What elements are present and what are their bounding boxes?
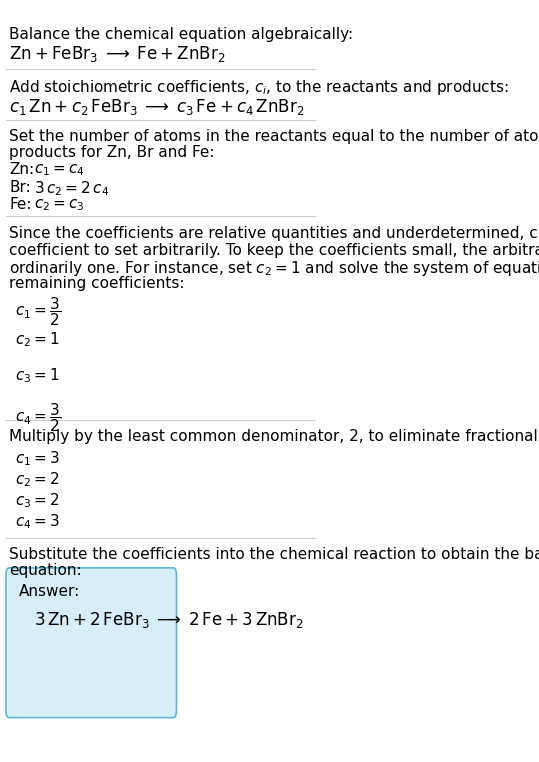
- Text: Fe:: Fe:: [9, 197, 32, 212]
- Text: $c_4 = 3$: $c_4 = 3$: [16, 513, 60, 531]
- Text: $c_2 = c_3$: $c_2 = c_3$: [34, 197, 85, 213]
- Text: $c_1\,\mathrm{Zn} + c_2\,\mathrm{FeBr_3} \;\longrightarrow\; c_3\,\mathrm{Fe} + : $c_1\,\mathrm{Zn} + c_2\,\mathrm{FeBr_3}…: [9, 97, 305, 117]
- Text: $c_3 = 2$: $c_3 = 2$: [16, 491, 60, 510]
- FancyBboxPatch shape: [6, 568, 176, 718]
- Text: $c_3 = 1$: $c_3 = 1$: [16, 366, 60, 385]
- Text: Br:: Br:: [9, 180, 31, 195]
- Text: equation:: equation:: [9, 563, 82, 578]
- Text: Since the coefficients are relative quantities and underdetermined, choose a: Since the coefficients are relative quan…: [9, 226, 539, 241]
- Text: Multiply by the least common denominator, 2, to eliminate fractional coefficient: Multiply by the least common denominator…: [9, 430, 539, 444]
- Text: Add stoichiometric coefficients, $c_i$, to the reactants and products:: Add stoichiometric coefficients, $c_i$, …: [9, 78, 509, 98]
- Text: $3\,\mathrm{Zn} + 2\,\mathrm{FeBr_3} \;\longrightarrow\; 2\,\mathrm{Fe} + 3\,\ma: $3\,\mathrm{Zn} + 2\,\mathrm{FeBr_3} \;\…: [34, 610, 304, 630]
- Text: Substitute the coefficients into the chemical reaction to obtain the balanced: Substitute the coefficients into the che…: [9, 546, 539, 562]
- Text: remaining coefficients:: remaining coefficients:: [9, 276, 184, 291]
- Text: Answer:: Answer:: [18, 584, 80, 599]
- Text: $c_1 = c_4$: $c_1 = c_4$: [34, 162, 85, 178]
- Text: $c_4 = \dfrac{3}{2}$: $c_4 = \dfrac{3}{2}$: [16, 402, 61, 434]
- Text: $c_2 = 2$: $c_2 = 2$: [16, 470, 60, 489]
- Text: $c_1 = \dfrac{3}{2}$: $c_1 = \dfrac{3}{2}$: [16, 295, 61, 328]
- Text: $c_1 = 3$: $c_1 = 3$: [16, 449, 60, 468]
- Text: ordinarily one. For instance, set $c_2 = 1$ and solve the system of equations fo: ordinarily one. For instance, set $c_2 =…: [9, 259, 539, 278]
- Text: $3\,c_2 = 2\,c_4$: $3\,c_2 = 2\,c_4$: [34, 180, 109, 198]
- Text: Balance the chemical equation algebraically:: Balance the chemical equation algebraica…: [9, 27, 353, 42]
- Text: $c_2 = 1$: $c_2 = 1$: [16, 330, 60, 349]
- Text: Set the number of atoms in the reactants equal to the number of atoms in the: Set the number of atoms in the reactants…: [9, 129, 539, 144]
- Text: $\mathrm{Zn} + \mathrm{FeBr_3} \;\longrightarrow\; \mathrm{Fe} + \mathrm{ZnBr_2}: $\mathrm{Zn} + \mathrm{FeBr_3} \;\longri…: [9, 44, 226, 64]
- Text: coefficient to set arbitrarily. To keep the coefficients small, the arbitrary va: coefficient to set arbitrarily. To keep …: [9, 242, 539, 258]
- Text: Zn:: Zn:: [9, 162, 34, 178]
- Text: products for Zn, Br and Fe:: products for Zn, Br and Fe:: [9, 145, 215, 160]
